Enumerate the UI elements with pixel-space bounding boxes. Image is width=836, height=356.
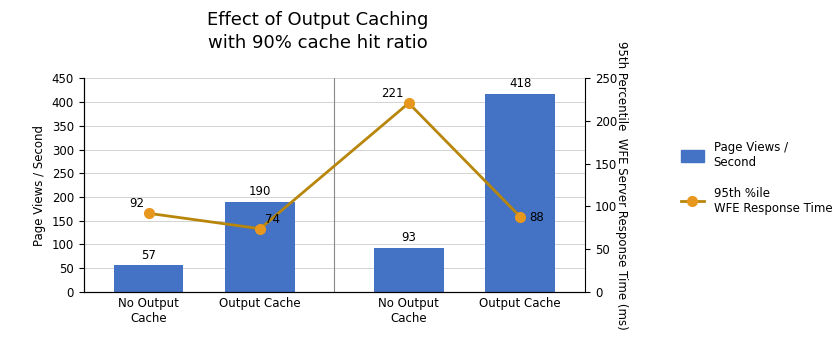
Text: 93: 93 xyxy=(401,231,416,245)
Text: 221: 221 xyxy=(381,87,404,100)
Text: 57: 57 xyxy=(141,248,156,262)
Bar xyxy=(225,202,295,292)
Text: Effect of Output Caching
with 90% cache hit ratio: Effect of Output Caching with 90% cache … xyxy=(207,11,428,52)
Y-axis label: Page Views / Second: Page Views / Second xyxy=(33,125,46,246)
Legend: Page Views /
Second, 95th %ile
WFE Response Time: Page Views / Second, 95th %ile WFE Respo… xyxy=(675,135,836,221)
Text: 74: 74 xyxy=(265,213,280,226)
Text: 88: 88 xyxy=(529,211,544,224)
Text: 92: 92 xyxy=(129,198,144,210)
Bar xyxy=(374,248,444,292)
Bar xyxy=(486,94,555,292)
Text: 190: 190 xyxy=(249,185,271,198)
Bar xyxy=(114,265,183,292)
Y-axis label: 95th Percentile  WFE Server Response Time (ms): 95th Percentile WFE Server Response Time… xyxy=(615,41,629,330)
Text: 418: 418 xyxy=(509,77,532,90)
